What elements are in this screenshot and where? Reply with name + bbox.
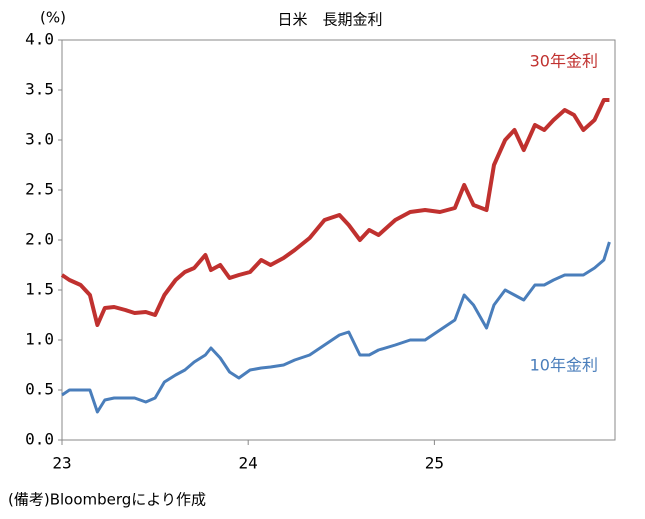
series-label: 30年金利 (530, 52, 598, 71)
note: (備考)Bloombergにより作成 (8, 491, 206, 509)
series-label: 10年金利 (530, 356, 598, 375)
x-tick-label: 23 (52, 454, 71, 473)
y-tick-label: 1.5 (25, 280, 54, 299)
y-tick-label: 3.0 (25, 130, 54, 149)
line (61, 241, 611, 414)
y-tick-label: 1.0 (25, 330, 54, 349)
y-tick-label: 2.0 (25, 230, 54, 249)
y-tick-label: 0.0 (25, 430, 54, 449)
chart-title: 日米 長期金利 (277, 11, 382, 29)
y-tick-label: 4.0 (25, 30, 54, 49)
y-tick-label: 2.5 (25, 180, 54, 199)
y-tick-label: 3.5 (25, 80, 54, 99)
y-axis-label: (%) (40, 9, 66, 27)
y-tick-label: 0.5 (25, 380, 54, 399)
plot-frame (61, 39, 616, 441)
x-tick-label: 24 (239, 454, 258, 473)
x-tick-label: 25 (425, 454, 444, 473)
line (60, 98, 610, 327)
